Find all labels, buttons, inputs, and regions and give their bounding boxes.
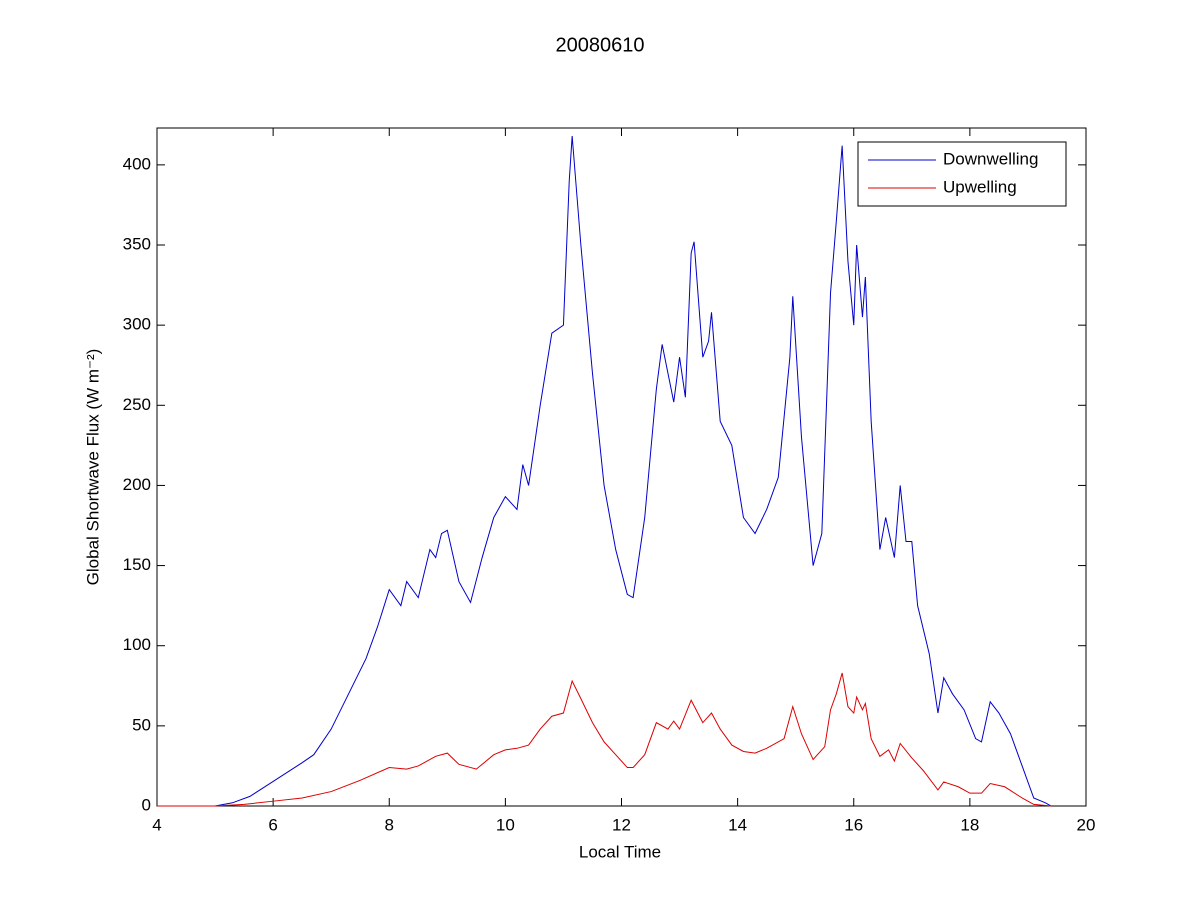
legend-label: Upwelling — [943, 177, 1017, 196]
x-tick-label: 16 — [844, 815, 863, 834]
y-tick-label: 400 — [123, 154, 151, 173]
x-tick-label: 6 — [268, 815, 277, 834]
y-tick-label: 350 — [123, 234, 151, 253]
y-tick-label: 300 — [123, 315, 151, 334]
legend-label: Downwelling — [943, 149, 1038, 168]
y-axis-label: Global Shortwave Flux (W m⁻²) — [83, 349, 102, 586]
y-tick-label: 150 — [123, 555, 151, 574]
x-tick-label: 12 — [612, 815, 631, 834]
y-tick-label: 0 — [142, 795, 151, 814]
y-tick-label: 250 — [123, 395, 151, 414]
x-tick-label: 18 — [960, 815, 979, 834]
x-axis-label: Local Time — [579, 842, 661, 861]
data-line — [157, 135, 1052, 807]
y-tick-label: 100 — [123, 635, 151, 654]
y-tick-label: 200 — [123, 475, 151, 494]
x-tick-label: 10 — [496, 815, 515, 834]
data-line — [157, 672, 1052, 807]
x-tick-label: 8 — [385, 815, 394, 834]
x-tick-label: 20 — [1077, 815, 1096, 834]
chart-title: 20080610 — [556, 34, 645, 56]
legend-box — [857, 141, 1067, 207]
y-tick-label: 50 — [132, 715, 151, 734]
x-tick-label: 14 — [728, 815, 747, 834]
x-tick-label: 4 — [152, 815, 161, 834]
